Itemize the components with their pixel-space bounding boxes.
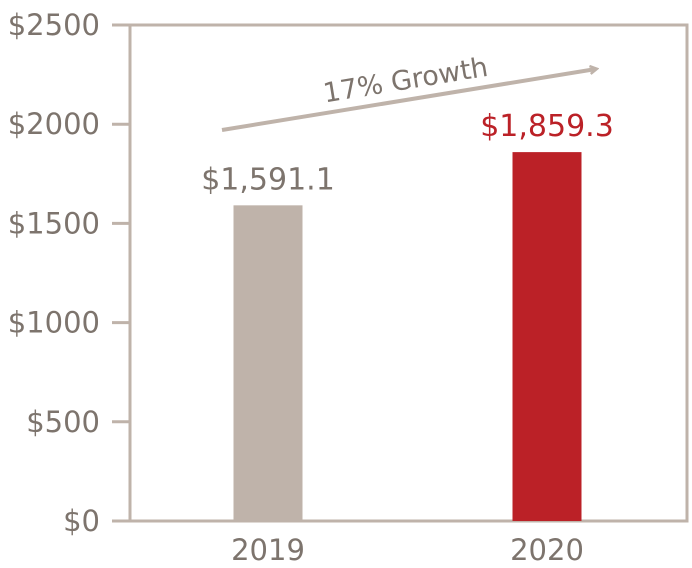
bars bbox=[233, 152, 582, 522]
y-tick-label: $500 bbox=[26, 405, 100, 439]
bar-2020 bbox=[512, 152, 582, 522]
y-tick-label: $1000 bbox=[8, 306, 100, 340]
plot-frame bbox=[128, 23, 689, 523]
y-axis-tick-labels: $0 $500 $1000 $1500 $2000 $2500 bbox=[8, 8, 100, 538]
bar-2019 bbox=[233, 205, 303, 522]
value-label-2019: $1,591.1 bbox=[201, 162, 335, 197]
growth-arrow bbox=[221, 69, 596, 132]
y-tick-label: $0 bbox=[63, 504, 100, 538]
y-axis-ticks bbox=[112, 23, 130, 523]
x-axis-tick-labels: 2019 2020 bbox=[231, 533, 584, 567]
y-tick-label: $1500 bbox=[8, 206, 100, 240]
value-label-2020: $1,859.3 bbox=[480, 109, 614, 144]
value-labels: $1,591.1 $1,859.3 bbox=[201, 109, 614, 197]
y-tick-label: $2500 bbox=[8, 8, 100, 42]
x-tick-label-2019: 2019 bbox=[231, 533, 305, 567]
y-tick-label: $2000 bbox=[8, 107, 100, 141]
x-tick-label-2020: 2020 bbox=[510, 533, 584, 567]
